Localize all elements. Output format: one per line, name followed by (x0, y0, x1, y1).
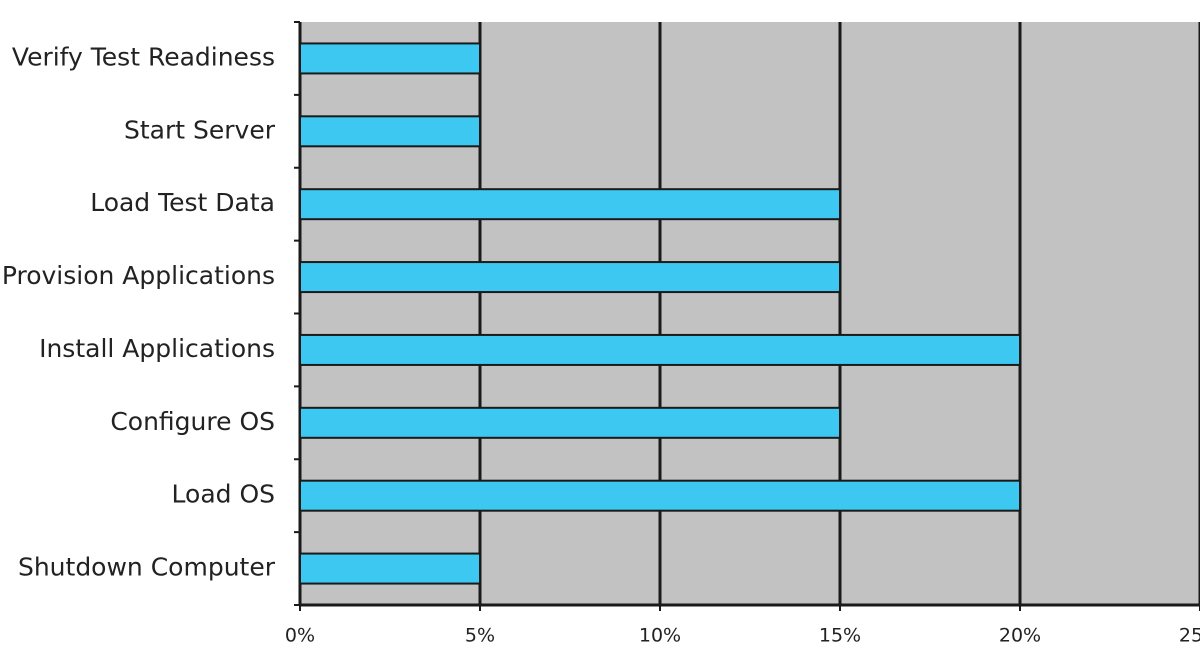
y-tick-label: Start Server (124, 115, 276, 144)
x-tick-label: 10% (639, 625, 681, 647)
bar (299, 261, 841, 294)
y-tick-label: Install Applications (39, 334, 275, 363)
bar (299, 42, 481, 75)
y-tick-label: Verify Test Readiness (12, 42, 275, 71)
x-tick-label: 5% (465, 625, 495, 647)
bar (299, 115, 481, 148)
y-tick-label: Load OS (172, 480, 275, 509)
x-tick-label: 20% (999, 625, 1041, 647)
y-tick-label: Load Test Data (90, 188, 275, 217)
bar (299, 479, 1021, 512)
bar (299, 188, 841, 221)
y-tick-label: Shutdown Computer (18, 553, 276, 582)
x-tick-label: 25% (1179, 625, 1200, 647)
bar (299, 552, 481, 585)
x-tick-label: 15% (819, 625, 861, 647)
bar (299, 333, 1021, 366)
y-tick-label: Configure OS (110, 407, 275, 436)
plot-area (300, 22, 1200, 605)
x-tick-label: 0% (285, 625, 315, 647)
bar (299, 406, 841, 439)
y-tick-label: Provision Applications (2, 261, 275, 290)
